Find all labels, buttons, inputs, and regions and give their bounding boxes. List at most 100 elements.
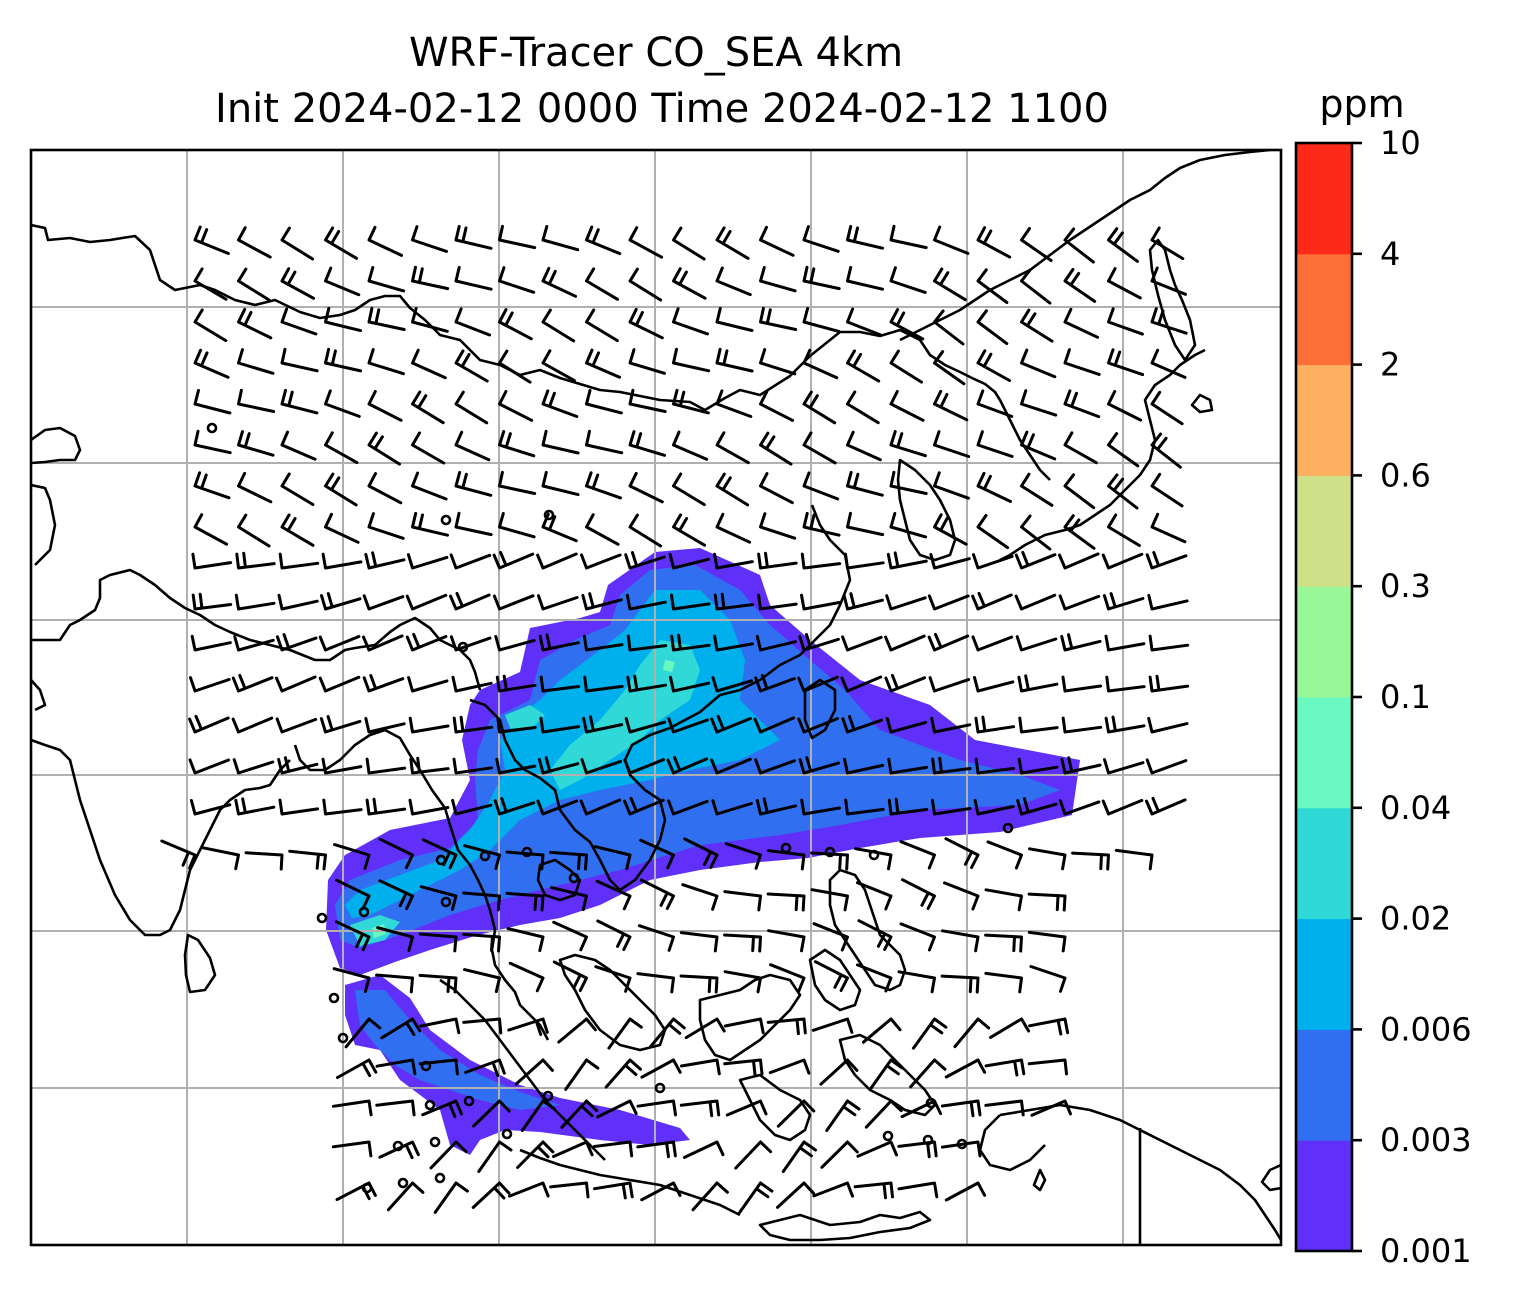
wind-barb bbox=[754, 758, 796, 775]
wind-barb bbox=[280, 226, 315, 261]
wind-barb bbox=[766, 892, 806, 912]
wind-barb bbox=[769, 963, 806, 993]
wind-barb bbox=[332, 967, 371, 993]
wind-barb bbox=[454, 471, 493, 497]
wind-barb bbox=[411, 390, 445, 425]
wind-barb bbox=[628, 226, 664, 259]
wind-barb bbox=[201, 846, 240, 871]
wind-barb bbox=[899, 840, 936, 870]
wind-barb bbox=[725, 1099, 768, 1117]
wind-barb bbox=[406, 553, 449, 570]
wind-barb bbox=[367, 266, 406, 293]
wind-barb bbox=[755, 797, 798, 816]
wind-barb bbox=[1015, 635, 1058, 652]
wind-barb bbox=[1029, 965, 1067, 993]
wind-barb bbox=[365, 797, 407, 816]
wind-barb bbox=[738, 1181, 774, 1214]
wind-barb bbox=[549, 1181, 590, 1199]
wind-barb bbox=[884, 673, 926, 693]
wind-barb bbox=[537, 594, 579, 611]
wind-barb bbox=[362, 634, 404, 652]
wind-barb bbox=[451, 675, 493, 693]
wind-barb bbox=[367, 512, 405, 540]
wind-barb bbox=[280, 388, 319, 415]
wind-barb bbox=[984, 1058, 1026, 1077]
wind-barb bbox=[411, 348, 447, 380]
wind-barb bbox=[462, 1017, 503, 1035]
wind-barb bbox=[683, 837, 719, 869]
wind-barb bbox=[582, 634, 624, 652]
wind-barb bbox=[885, 594, 927, 611]
wind-barb bbox=[507, 1017, 549, 1036]
wind-barb bbox=[766, 1017, 807, 1036]
wind-barb bbox=[190, 634, 232, 652]
wind-barb bbox=[846, 349, 881, 383]
wind-barb bbox=[911, 1017, 948, 1050]
wind-barb bbox=[715, 226, 750, 260]
wind-barb bbox=[841, 715, 883, 734]
wind-barb bbox=[367, 431, 401, 466]
wind-barb bbox=[976, 430, 1014, 458]
wind-barb bbox=[1060, 756, 1102, 775]
colorbar-tick-label: 10 bbox=[1380, 124, 1421, 162]
wind-barb bbox=[549, 850, 588, 871]
wind-barb bbox=[367, 390, 403, 422]
wind-barb bbox=[710, 757, 752, 775]
wind-barb bbox=[1145, 758, 1188, 775]
wind-barb bbox=[280, 267, 316, 300]
wind-barb bbox=[944, 1181, 987, 1202]
wind-barb bbox=[454, 307, 492, 337]
wind-barb bbox=[1107, 473, 1139, 510]
wind-barb bbox=[1017, 674, 1059, 693]
wind-barb bbox=[454, 511, 493, 537]
wind-barb bbox=[324, 347, 363, 373]
wind-barb bbox=[846, 265, 884, 291]
wind-barb bbox=[899, 922, 936, 952]
wind-barb bbox=[853, 1181, 894, 1200]
wind-barb bbox=[710, 714, 752, 734]
wind-barb bbox=[723, 890, 762, 912]
wind-barb bbox=[498, 266, 536, 294]
wind-barb bbox=[520, 1099, 556, 1132]
wind-barb bbox=[1145, 551, 1188, 570]
wind-barb bbox=[367, 225, 403, 257]
wind-barb bbox=[933, 389, 969, 422]
wind-barb bbox=[626, 674, 667, 693]
wind-barb bbox=[419, 1017, 461, 1035]
wind-barb bbox=[984, 888, 1023, 912]
wind-barb bbox=[864, 1099, 903, 1129]
wind-barb bbox=[812, 922, 849, 952]
wind-barb bbox=[971, 591, 1013, 611]
wind-barb bbox=[810, 851, 849, 871]
wind-barb bbox=[324, 472, 358, 507]
wind-barb bbox=[802, 348, 839, 380]
wind-barb bbox=[581, 592, 623, 611]
wind-barb bbox=[843, 757, 885, 775]
wind-barb bbox=[1063, 389, 1101, 419]
wind-barb bbox=[539, 716, 581, 734]
wind-barb bbox=[759, 348, 797, 376]
wind-barb bbox=[362, 594, 405, 611]
wind-barb bbox=[757, 551, 798, 570]
wind-barb bbox=[550, 886, 588, 912]
wind-barb bbox=[672, 388, 710, 415]
wind-barb bbox=[666, 755, 709, 775]
colorbar-tick-label: 0.1 bbox=[1380, 678, 1431, 716]
wind-barb bbox=[537, 756, 580, 775]
wind-barb bbox=[418, 932, 458, 953]
wind-barb bbox=[1101, 552, 1144, 570]
wind-barb bbox=[683, 1140, 725, 1159]
wind-barb bbox=[974, 715, 1016, 734]
wind-barb bbox=[679, 1099, 721, 1118]
wind-barb bbox=[776, 1099, 816, 1128]
wind-barb bbox=[1150, 390, 1184, 426]
wind-barb bbox=[846, 430, 882, 462]
wind-barb bbox=[411, 307, 449, 333]
wind-barb bbox=[579, 798, 622, 816]
wind-barb bbox=[624, 717, 667, 734]
wind-barb bbox=[277, 756, 319, 775]
wind-barb bbox=[1107, 227, 1139, 263]
wind-barb bbox=[1028, 847, 1067, 871]
wind-barb bbox=[900, 878, 936, 910]
wind-barb bbox=[462, 891, 501, 912]
